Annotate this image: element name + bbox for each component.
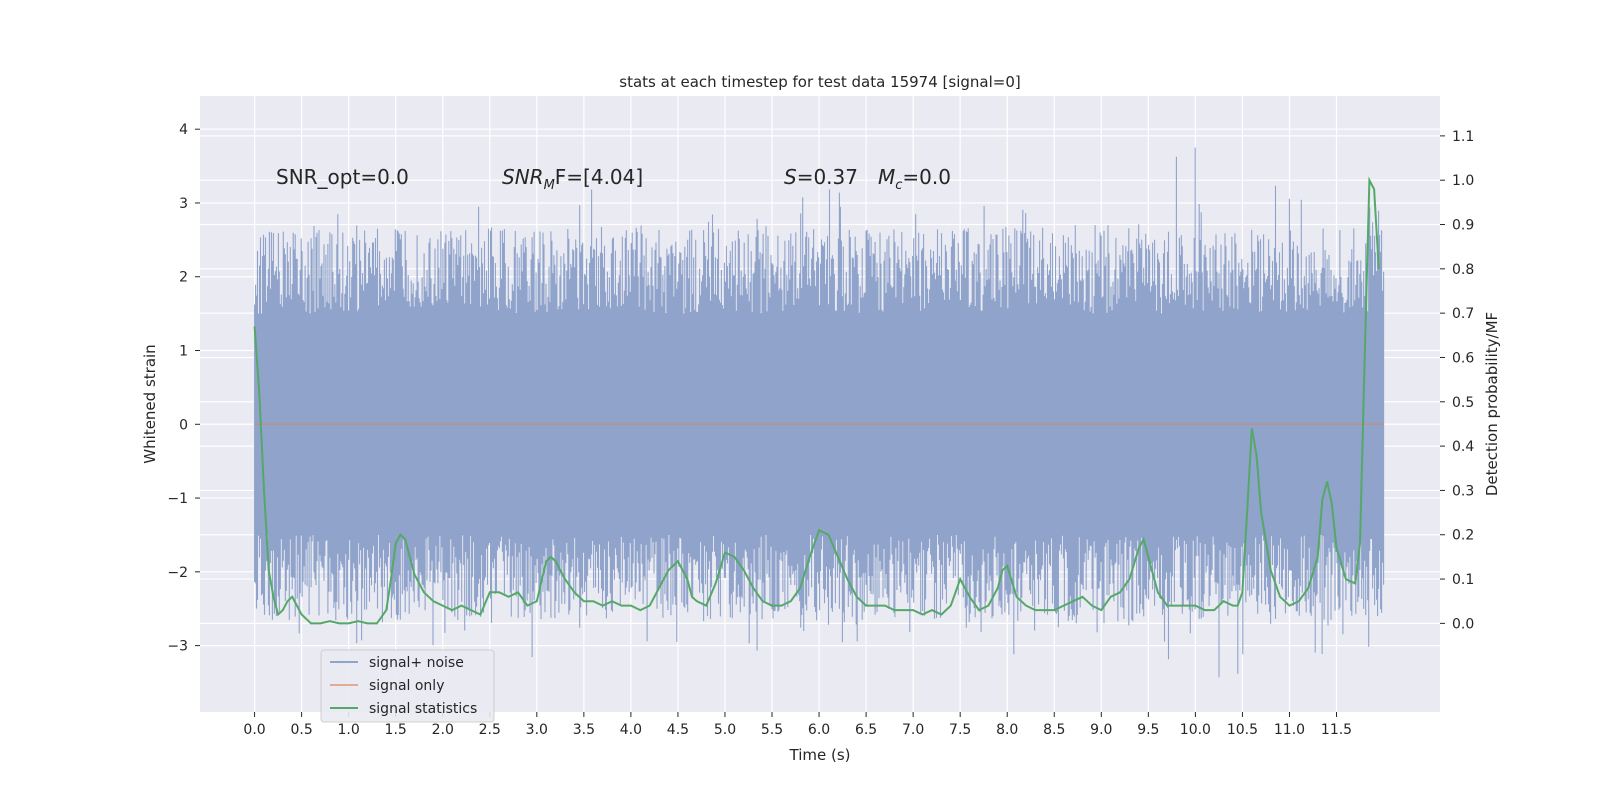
y-right-tick-label-6: 0.6 (1452, 350, 1474, 366)
y-right-tick-label-1: 0.1 (1452, 572, 1474, 588)
y-right-tick-label-10: 1.0 (1452, 173, 1474, 189)
x-tick-label-17: 8.5 (1043, 722, 1065, 738)
annotation-snr-opt: SNR_opt=0.0 (276, 165, 409, 189)
x-tick-label-8: 4.0 (620, 722, 642, 738)
mc-sub: c (895, 178, 902, 193)
y-right-tick-label-5: 0.5 (1452, 395, 1474, 411)
y-left-tick-label-0: −3 (167, 639, 188, 655)
mc-main: M (878, 165, 895, 189)
y-right-tick-label-3: 0.3 (1452, 483, 1474, 499)
x-tick-label-20: 10.0 (1180, 722, 1211, 738)
x-tick-label-3: 1.5 (385, 722, 407, 738)
chart-title: stats at each timestep for test data 159… (619, 73, 1020, 91)
legend: signal+ noise signal only signal statist… (320, 649, 495, 723)
y-left-tick-label-4: 1 (179, 344, 188, 360)
y-right-tick-label-2: 0.2 (1452, 528, 1474, 544)
x-tick-label-22: 11.0 (1274, 722, 1305, 738)
mc-after: =0.0 (902, 165, 951, 189)
x-tick-label-16: 8.0 (996, 722, 1018, 738)
x-tick-label-0: 0.0 (243, 722, 265, 738)
y-right-tick-label-8: 0.8 (1452, 262, 1474, 278)
x-tick-label-7: 3.5 (573, 722, 595, 738)
x-tick-label-2: 1.0 (338, 722, 360, 738)
legend-entry-noise: signal+ noise (369, 655, 464, 671)
y-right-tick-label-4: 0.4 (1452, 439, 1474, 455)
x-tick-label-4: 2.0 (432, 722, 454, 738)
y-left-tick-label-7: 4 (179, 122, 188, 138)
y-right-tick-label-0: 0.0 (1452, 616, 1474, 632)
statistics-line (253, 176, 1380, 625)
x-tick-label-15: 7.5 (949, 722, 971, 738)
snr-mf-main: SNR (502, 165, 544, 189)
y-right-tick-label-9: 0.9 (1452, 218, 1474, 234)
y-left-tick-label-3: 0 (179, 417, 188, 433)
y-left-tick-label-2: −1 (167, 491, 188, 507)
x-tick-label-5: 2.5 (479, 722, 501, 738)
y-right-tick-label-11: 1.1 (1452, 129, 1474, 145)
snr-mf-sub: M (544, 178, 555, 193)
y-left-tick-label-6: 3 (179, 196, 188, 212)
x-tick-label-13: 6.5 (855, 722, 877, 738)
x-tick-label-23: 11.5 (1321, 722, 1352, 738)
x-tick-label-1: 0.5 (290, 722, 312, 738)
x-tick-label-11: 5.5 (761, 722, 783, 738)
x-tick-label-6: 3.0 (526, 722, 548, 738)
right-axis-ticks: 0.0 0.1 0.2 0.3 0.4 0.5 0.6 0.7 0.8 0.9 1.0 1.1 (1440, 129, 1474, 632)
x-tick-label-10: 5.0 (714, 722, 736, 738)
y-left-tick-label-5: 2 (179, 270, 188, 286)
x-axis-label: Time (s) (789, 746, 851, 764)
legend-box (320, 649, 495, 723)
x-tick-label-14: 7.0 (902, 722, 924, 738)
noise-series (254, 147, 1385, 678)
annotation-s: S=0.37 (784, 165, 858, 189)
statistics-series (253, 176, 1380, 625)
annotation-snr-mf: SNRMF=[4.04] (502, 165, 643, 193)
x-axis-ticks: 0.0 0.5 1.0 1.5 2.0 2.5 3.0 3.5 4.0 4.5 5.0 5.5 6.0 6… (243, 712, 1352, 738)
s-after: =0.37 (797, 165, 858, 189)
y-right-tick-label-7: 0.7 (1452, 306, 1474, 322)
y-left-tick-label-1: −2 (167, 565, 188, 581)
x-tick-label-12: 6.0 (808, 722, 830, 738)
annotation-mc: Mc=0.0 (878, 165, 951, 193)
x-tick-label-19: 9.5 (1137, 722, 1159, 738)
x-tick-label-9: 4.5 (667, 722, 689, 738)
y-axis-label-left: Whitened strain (141, 344, 159, 463)
legend-entry-signal-only: signal only (369, 678, 444, 694)
y-axis-label-right: Detection probability/MF (1483, 312, 1501, 496)
s-main: S (784, 165, 797, 189)
snr-mf-after: F=[4.04] (555, 165, 643, 189)
legend-entry-statistics: signal statistics (369, 701, 477, 717)
x-tick-label-21: 10.5 (1227, 722, 1258, 738)
x-tick-label-18: 9.0 (1090, 722, 1112, 738)
left-axis-ticks: −3 −2 −1 0 1 2 3 4 (167, 122, 200, 655)
